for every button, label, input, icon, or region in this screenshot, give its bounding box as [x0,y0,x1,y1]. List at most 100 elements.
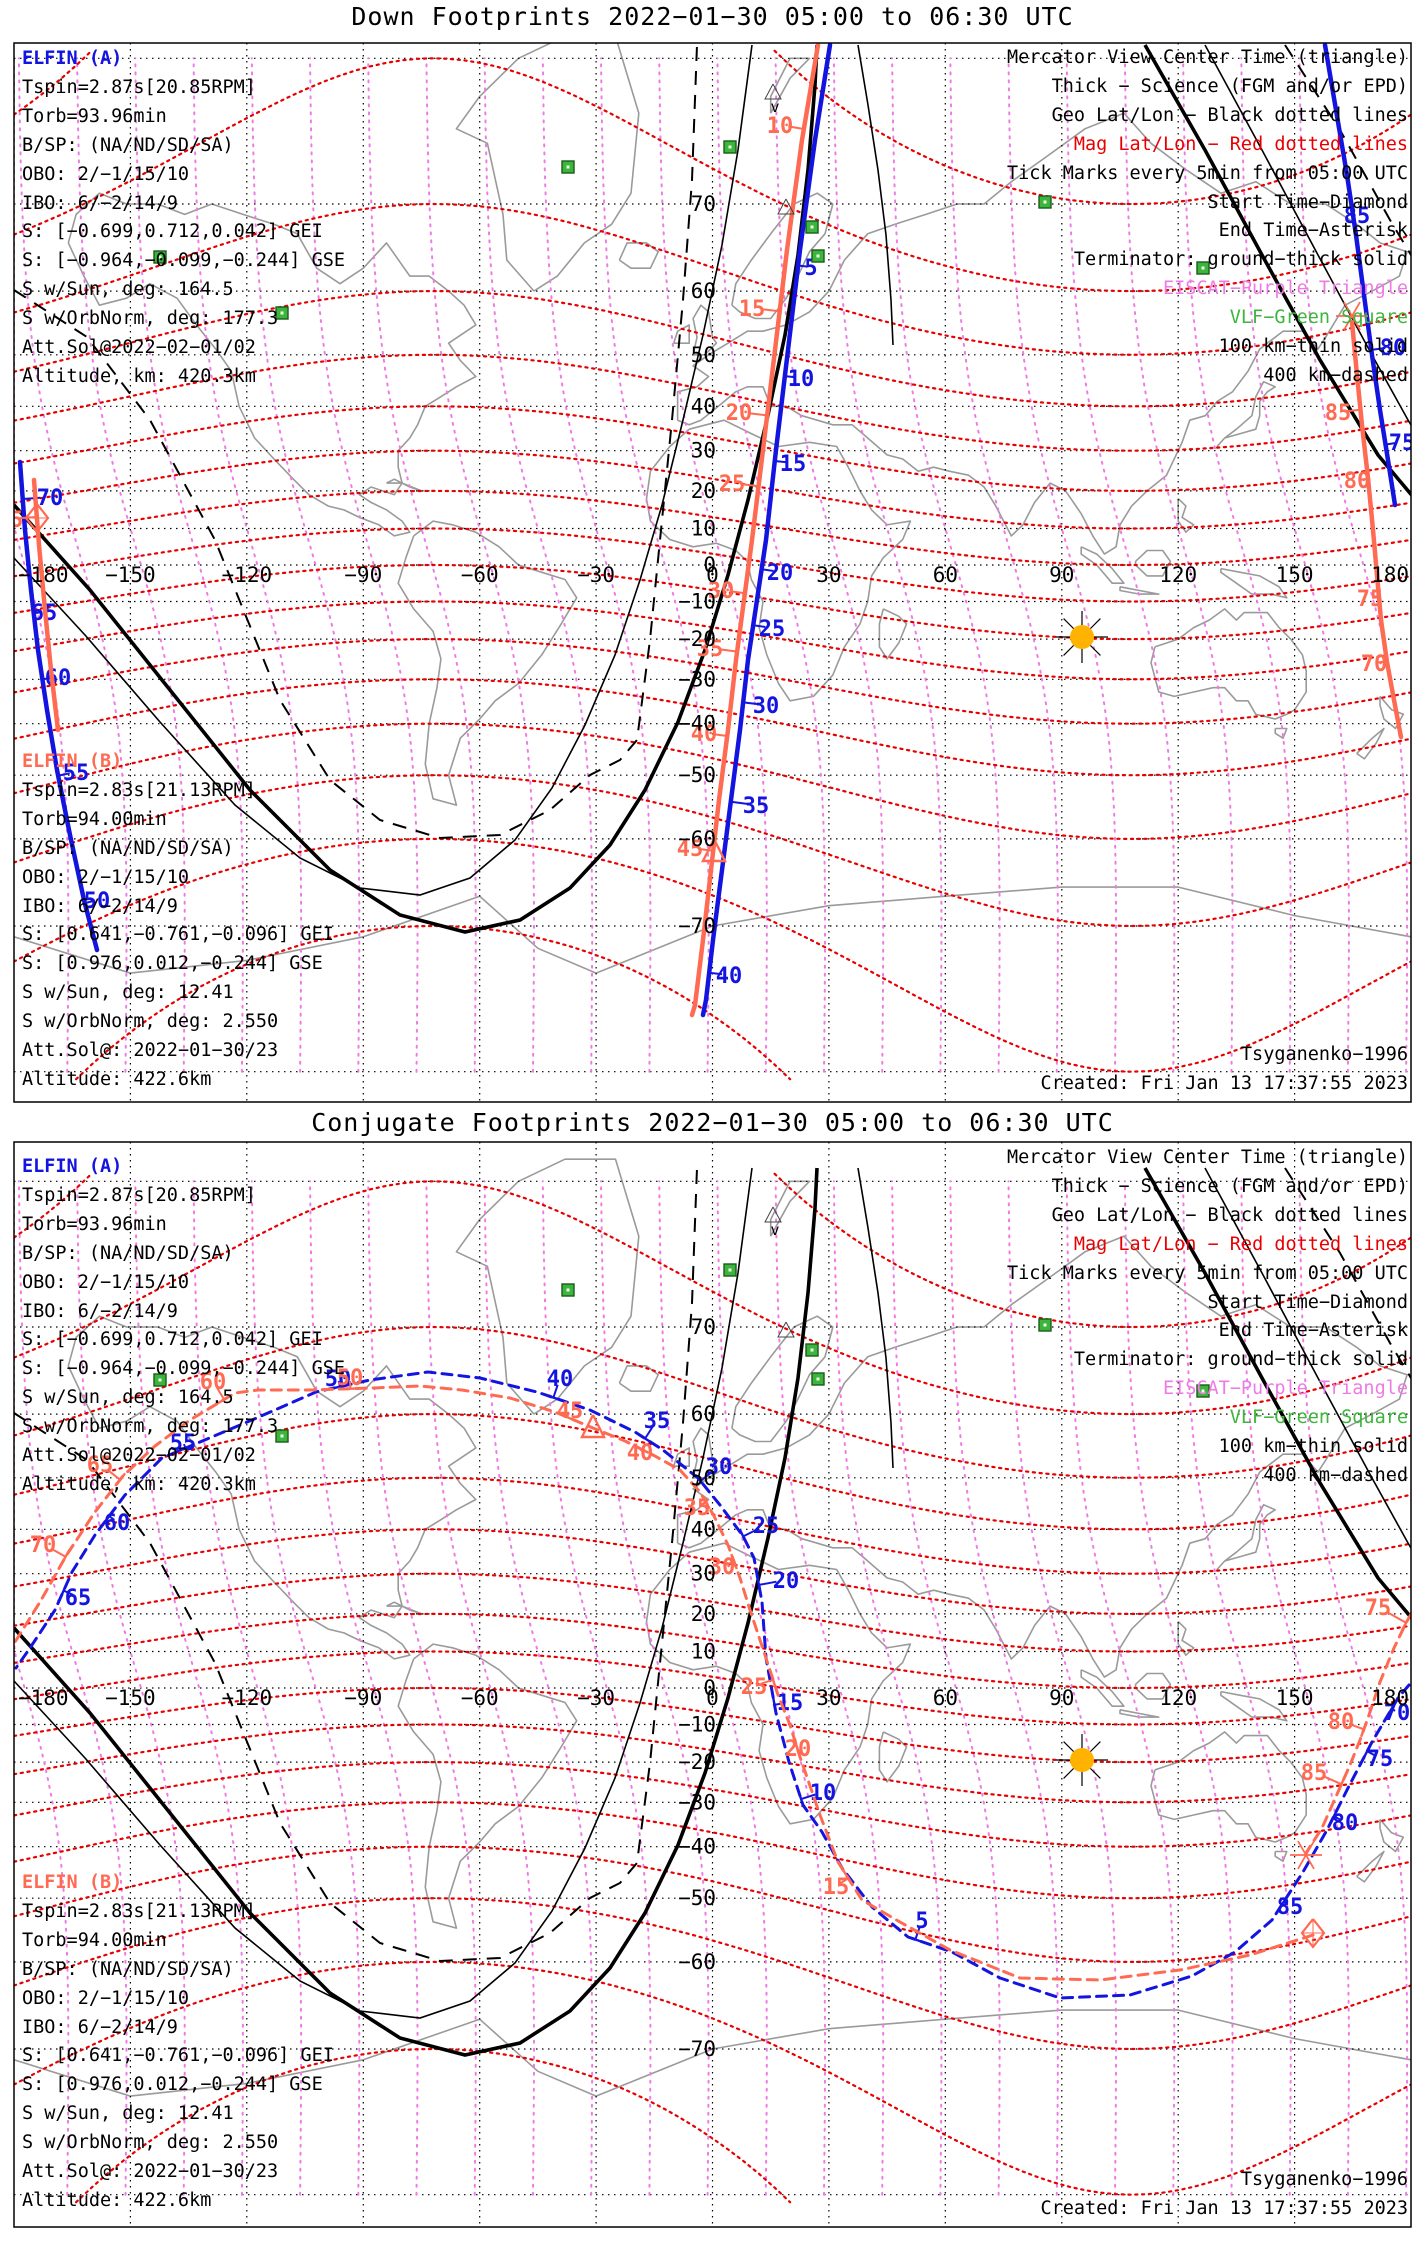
lon-axis-label: −90 [344,1686,382,1710]
lat-axis-label: 0 [703,553,716,577]
legend-line: VLF−Green Square [1229,1407,1408,1429]
minute-tick [743,701,759,706]
lat-axis-label: −30 [678,1790,716,1814]
coastline [1356,1850,1385,1883]
minute-label: 60 [200,1370,227,1395]
minute-tick-cross [725,727,730,745]
lon-axis-label: 30 [816,1686,841,1710]
elfin-a-info-line: S w/OrbNorm, deg: 177.3 [22,308,279,330]
created-label: Created: Fri Jan 13 17:37:55 2023 [1040,1073,1408,1094]
track-elfin-b-conjugate [14,1384,1315,1982]
elfin-b-info-line: S w/OrbNorm, deg: 2.550 [22,1011,279,1033]
minute-tick [1345,408,1361,413]
minute-label: 25 [759,617,786,642]
lat-axis-label: −60 [678,827,716,851]
lat-axis-label: 10 [691,1640,716,1664]
minute-tick-cross [1359,1721,1368,1738]
mag-lat-gridline [14,1325,1411,1479]
elfin-a-info-panel1: ELFIN (A) Tspin=2.87s[20.85RPM] Torb=93.96… [22,45,345,392]
elfin-a-info-line: OBO: 2/−1/15/10 [22,163,190,185]
lat-axis-label: 10 [691,517,716,541]
mag-lon-gridline [832,1180,943,2196]
lat-axis-label: 50 [691,1466,716,1490]
terminator-100km [1204,1167,1411,1550]
minute-tick-cross [842,1870,854,1886]
center-time-triangle [580,1414,606,1439]
eiscat-triangle-icon [777,1321,795,1338]
minute-tick [216,1386,225,1401]
minute-tick-cross [1337,1776,1346,1792]
lat-axis-label: 20 [691,1602,716,1626]
elfin-b-info-line: S w/OrbNorm, deg: 2.550 [22,2132,279,2154]
elfin-a-info-line: Att.Sol@2022−02−01/02 [22,1445,256,1467]
vlf-square-icon [723,140,737,154]
elfin-b-info-line: S w/Sun, deg: 12.41 [22,982,234,1004]
minute-tick-cross [777,303,782,320]
terminator-100km [857,1167,894,1469]
elfin-a-title: ELFIN (A) [22,1156,123,1177]
minute-tick [800,1793,816,1801]
mag-lat-gridline [14,289,1411,408]
lat-axis-label: −60 [678,1950,716,1974]
mag-lat-gridline [14,563,1411,641]
legend-line: Start Time−Diamond [1207,191,1408,213]
elfin-b-info-line: Att.Sol@: 2022−01−30/23 [22,1040,279,1062]
minute-label: 75 [1357,587,1384,612]
minute-label: 75 [1389,431,1416,456]
minute-label: 85 [1325,401,1352,426]
legend-line: EISCAT−Purple Triangle [1162,278,1408,300]
legend-line: 400 km−dashed [1263,364,1408,386]
minute-tick [709,971,723,976]
eiscat-triangle-icon [764,1206,782,1223]
mag-lat-gridline [14,1801,1411,1900]
legend-line: Mercator View Center Time (triangle) [1007,1147,1408,1168]
minute-label: 20 [726,401,753,426]
coastline [1220,567,1288,599]
elfin-b-title: ELFIN (B) [22,1872,123,1893]
elfin-a-info-line: IBO: 6/−2/14/9 [22,1300,178,1322]
elfin-b-info-line: Altitude: 422.6km [22,2189,212,2211]
legend-line: End Time−Asterisk [1218,1320,1408,1342]
lat-axis-label: −40 [678,1835,716,1859]
lon-axis-label: 150 [1276,563,1314,587]
coastline [1150,1731,1307,1843]
elfin-b-info-panel2: ELFIN (B) Tspin=2.83s[21.13RPM] Torb=94.00… [22,1869,334,2216]
terminator-100km [857,44,894,346]
center-time-triangle [701,838,727,863]
minute-label: 65 [65,1586,92,1611]
legend-line: Terminator: ground−thick solid [1073,1349,1408,1371]
coastline [1134,1672,1172,1700]
minute-tick-cross [772,452,777,470]
mag-lat-gridline [75,924,792,1081]
sun-icon [1056,1734,1108,1786]
elfin-a-info-line: S w/Sun, deg: 164.5 [22,1387,234,1409]
terminator-ground [1143,1167,1411,1621]
coastline [1220,1690,1288,1722]
minute-tick-cross [765,407,770,424]
panel-border [13,1141,1412,2228]
legend-panel1: Mercator View Center Time (triangle) Thic… [1007,44,1408,391]
track-elfin-b [689,43,821,1018]
lat-axis-label: 70 [691,1315,716,1339]
minute-tick-cross [741,694,746,711]
elfin-b-title: ELFIN (B) [22,751,123,772]
mag-lat-gridline [14,774,1411,928]
elfin-b-info-line: B/SP: (NA/ND/SD/SA) [22,837,234,859]
mag-lat-gridline [14,49,93,116]
lon-axis-label: −180 [18,1686,69,1710]
minute-tick-cross [694,1474,707,1489]
minute-label: 35 [743,794,770,819]
vlf-square-icon [561,160,575,174]
lon-axis-label: −120 [222,563,273,587]
minute-label: 20 [773,1569,800,1594]
panel2-title: Conjugate Footprints 2022−01−30 05:00 to… [311,1108,1114,1137]
eiscat-triangle-icon [777,198,795,215]
elfin-b-info-line: S: [0.641,−0.761,−0.096] GEI [22,924,334,946]
start-time-diamond [24,503,50,534]
minute-tick-cross [55,767,61,784]
vlf-square-icon [1038,195,1052,209]
minute-tick-cross [1362,1743,1372,1759]
minute-tick [839,1877,849,1885]
vlf-square-icon [561,1283,575,1297]
